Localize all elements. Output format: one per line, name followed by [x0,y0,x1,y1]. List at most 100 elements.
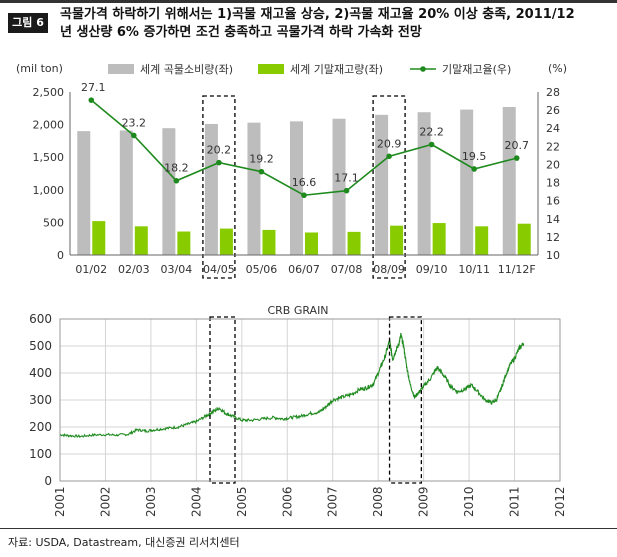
left-tick-label: 0 [57,249,64,262]
left-tick-label: 1,000 [33,184,65,197]
consumption-bar [204,123,218,255]
stock-ratio-point [216,159,222,166]
crb-x-tick-label: 2006 [280,486,294,517]
figure-title-line-2: 년 생산량 6% 증가하면 조건 충족하고 곡물가격 하락 가속화 전망 [60,25,422,40]
crb-x-tick-label: 2011 [508,486,522,517]
left-tick-label: 2,000 [33,119,65,132]
consumption-bar [77,131,91,255]
left-tick-label: 1,500 [33,151,65,164]
stock-bar [390,225,404,255]
consumption-bar [502,106,516,255]
chart-axes: 0 500 1,000 1,500 2,000 2,500 10 12 14 16 18 20 22 24… [33,86,561,276]
stock-ratio-data-label: 22.2 [419,126,444,139]
legend-swatch-stock [258,64,284,74]
stock-ratio-data-label: 16.6 [292,176,317,189]
crb-x-tick-label: 2007 [326,486,340,517]
x-tick-label: 09/10 [416,263,448,276]
stock-ratio-point [428,141,435,148]
x-tick-label: 08/09 [373,263,405,276]
top-rule [0,0,617,3]
stock-ratio-data-label: 20.9 [377,137,402,150]
x-tick-label: 05/06 [246,263,278,276]
highlight-box [202,95,236,279]
consumption-bar [375,114,389,255]
crb-x-tick-label: 2004 [189,486,203,517]
left-tick-label: 500 [43,216,64,229]
crb-axes: 0 100 200 300 400 500 600 2001 2002 2003 2004 2005 2… [29,312,567,517]
left-tick-label: 2,500 [33,86,65,99]
crb-x-tick-label: 2002 [98,486,112,517]
chart-legend: 세계 곡물소비량(좌) 세계 기말재고량(좌) 기말재고율(우) [108,63,511,76]
stock-ratio-data-label: 23.2 [122,116,147,129]
legend-marker-ratio [420,66,426,72]
crb-highlight-box [388,316,423,484]
crb-price-line [59,332,525,439]
right-tick-label: 18 [546,177,560,190]
stock-ratio-data-label: 19.5 [462,150,487,163]
stock-ratio-point [131,132,137,139]
right-tick-label: 20 [546,158,560,171]
stock-ratio-point [173,177,180,184]
crb-highlight-boxes [209,316,423,484]
source-note: 자료: USDA, Datastream, 대신증권 리서치센터 [8,536,240,549]
stock-ratio-point [343,187,350,194]
stock-ratio-point [258,168,265,175]
crb-x-tick-label: 2005 [235,486,249,517]
bottom-rule [0,528,617,529]
stock-bar [92,221,106,255]
legend-swatch-consumption [108,64,134,74]
consumption-bar [162,128,176,255]
stock-ratio-point [386,153,392,160]
figure-badge: 그림 6 [8,13,48,33]
right-axis-unit: (%) [548,62,567,75]
consumption-bar [332,118,346,256]
right-tick-label: 16 [546,195,560,208]
highlight-boxes [202,95,406,279]
right-tick-label: 26 [546,104,560,117]
stock-bar [432,223,446,255]
crb-y-tick-label: 200 [29,420,52,434]
right-tick-label: 12 [546,231,560,244]
stock-ratio-data-label: 19.2 [249,153,274,166]
crb-plot-frame [59,318,561,482]
x-tick-label: 10/11 [458,263,490,276]
stock-ratio-data-label: 20.7 [504,139,529,152]
crb-x-tick-label: 2008 [371,486,385,517]
stock-bar [134,226,148,255]
grain-stock-chart: (mil ton) (%) 세계 곡물소비량(좌) 세계 기말재고량(좌) 기말재고… [16,62,567,279]
stock-bar [475,226,489,255]
stock-ratio-line: 27.1 23.2 18.2 20.2 19.2 16.6 17.1 20.9 22.2 19.5… [81,81,529,199]
stock-ratio-data-label: 17.1 [334,172,359,185]
crb-y-tick-label: 300 [29,393,52,407]
figure-title: 곡물가격 하락하기 위해서는 1)곡물 재고율 상승, 2)곡물 재고율 20%… [60,6,610,42]
crb-x-tick-label: 2012 [553,486,567,517]
crb-y-tick-label: 0 [44,474,52,488]
crb-x-tick-label: 2009 [417,486,431,517]
stock-bar [219,228,233,255]
crb-chart-title: CRB GRAIN [267,304,328,317]
stock-ratio-data-label: 18.2 [164,162,189,175]
chart-bars [77,106,531,256]
right-tick-label: 28 [546,86,560,99]
figure-title-line-1: 곡물가격 하락하기 위해서는 1)곡물 재고율 상승, 2)곡물 재고율 20%… [60,7,575,22]
stock-bar [517,223,531,255]
stock-bar [262,229,276,255]
x-tick-label: 11/12F [498,263,536,276]
crb-y-tick-label: 500 [29,339,52,353]
consumption-bar [119,130,133,255]
crb-y-tick-label: 100 [29,447,52,461]
x-tick-label: 03/04 [161,263,193,276]
consumption-bar [460,109,474,255]
stock-ratio-data-label: 27.1 [81,81,106,94]
stock-ratio-point [471,166,477,172]
right-tick-label: 14 [546,213,560,226]
crb-price-polyline [59,332,525,439]
right-tick-label: 24 [546,122,560,135]
crb-y-tick-label: 600 [29,312,52,326]
left-axis-unit: (mil ton) [16,62,63,75]
stock-ratio-point [513,155,520,161]
consumption-bar [247,122,261,255]
highlight-box [372,95,406,279]
crb-highlight-box [209,316,236,484]
